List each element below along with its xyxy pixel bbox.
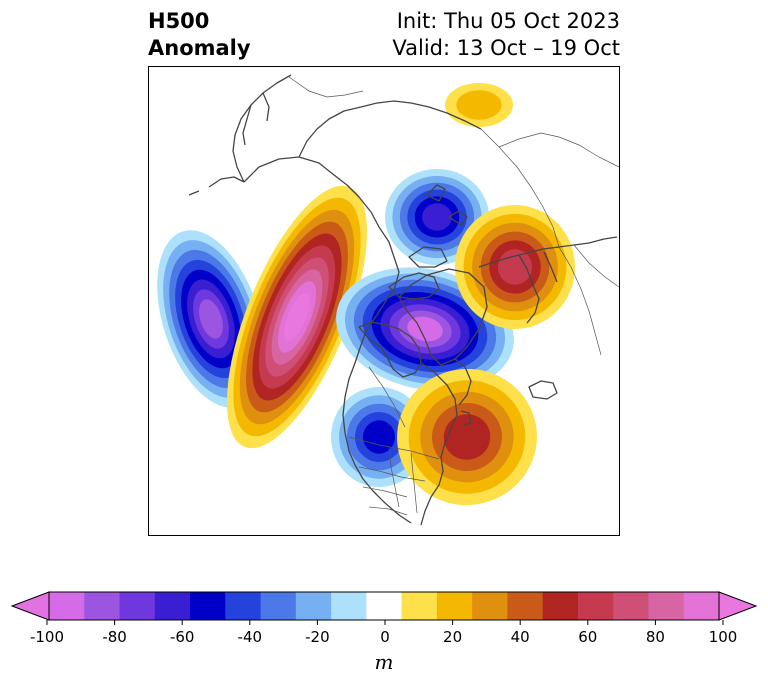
colorbar-under-extension [10, 591, 50, 621]
coastline-kamchatka [242, 92, 270, 146]
coastline-novaya [426, 184, 446, 202]
colorbar-bin [225, 592, 262, 620]
colorbar-tick-label: 40 [511, 628, 530, 646]
colorbar-bin [542, 592, 579, 620]
title-line-1: H500 [148, 9, 210, 33]
colorbar-bin [154, 592, 191, 620]
anomaly-contour [284, 293, 310, 341]
colorbar-tick-label: 20 [443, 628, 462, 646]
coastline-west [342, 298, 412, 524]
valid-dates: Valid: 13 Oct – 19 Oct [392, 36, 620, 60]
colorbar-tick-label: 80 [646, 628, 665, 646]
border-states-4 [410, 452, 418, 514]
colorbar-tick-label: 0 [380, 628, 390, 646]
anomaly-contour [422, 203, 452, 231]
date-info: Init: Thu 05 Oct 2023 Valid: 13 Oct – 19… [392, 8, 620, 62]
border-europe-2 [573, 244, 619, 288]
border-asia-2 [498, 132, 619, 168]
colorbar-bin [366, 592, 403, 620]
anomaly-atlantic-ridge [397, 368, 537, 506]
colorbar-bin [401, 592, 438, 620]
country-border-layer [288, 76, 619, 516]
colorbar-tick-label: 100 [709, 628, 738, 646]
anomaly-contour [199, 299, 223, 339]
border-states-1 [358, 466, 426, 482]
anomaly-central-arctic-trough [336, 267, 514, 391]
colorbar-bin [260, 592, 297, 620]
colorbar-tick-label: -60 [170, 628, 195, 646]
border-canada-us [348, 436, 440, 460]
init-date: Init: Thu 05 Oct 2023 [396, 9, 620, 33]
border-states-3 [388, 446, 400, 508]
anomaly-arctic-ridge-north [445, 83, 513, 127]
border-europe-1 [558, 246, 602, 356]
border-asia-1 [288, 76, 364, 98]
coastline-arctic-islands [388, 246, 448, 300]
border-states-2 [362, 486, 408, 498]
colorbar-bin [295, 592, 332, 620]
coastline-alaska [243, 156, 400, 300]
colorbar-bin [648, 592, 685, 620]
border-provinces [368, 366, 406, 428]
colorbar-outline [48, 591, 720, 621]
anomaly-fill-layer [157, 83, 575, 506]
colorbar-tick-label: -100 [30, 628, 64, 646]
coastline-iceland [528, 380, 558, 400]
coastline-asia-east [232, 74, 292, 183]
anomaly-western-ridge [227, 185, 367, 449]
coastline-greenland [398, 268, 488, 366]
border-us-mexico [368, 506, 408, 516]
map-panel [148, 66, 620, 536]
colorbar: -100 -80 -60 -40 -20 0 20 40 60 80 100 m [10, 591, 758, 674]
colorbar-tick-label: 60 [578, 628, 597, 646]
coastline-svalbard [448, 210, 468, 226]
colorbar-bin [472, 592, 508, 620]
colorbar-bin [436, 592, 473, 620]
coastline-aleutians [188, 176, 245, 196]
anomaly-map [157, 74, 619, 526]
colorbar-tick-label: -20 [305, 628, 330, 646]
colorbar-bin [331, 592, 367, 620]
colorbar-bin [613, 592, 649, 620]
anomaly-contour [497, 249, 533, 285]
coastline-east [420, 362, 458, 526]
colorbar-bin [119, 592, 156, 620]
colorbar-tick-label: -80 [102, 628, 127, 646]
colorbar-bin [507, 592, 544, 620]
colorbar-bin [49, 592, 85, 620]
anomaly-contour [363, 420, 395, 454]
anomaly-europe-ridge [455, 205, 575, 329]
colorbar-bin [84, 592, 121, 620]
chart-title: H500 Anomaly [148, 8, 251, 62]
colorbar-bin [190, 592, 226, 620]
colorbar-bin [577, 592, 614, 620]
anomaly-contour [456, 90, 502, 120]
anomaly-contour [443, 414, 491, 460]
coastline-layer [188, 74, 618, 526]
coastline-europe [478, 236, 618, 268]
colorbar-over-extension [718, 591, 758, 621]
coastline-scandinavia [518, 251, 558, 324]
colorbar-bin [683, 592, 720, 620]
coastline-siberia [298, 100, 482, 158]
colorbar-tick-label: -40 [238, 628, 263, 646]
title-line-2: Anomaly [148, 36, 251, 60]
coastline-hudson [358, 321, 422, 378]
colorbar-unit-label: m [375, 650, 394, 674]
coastline-labrador [454, 358, 472, 426]
